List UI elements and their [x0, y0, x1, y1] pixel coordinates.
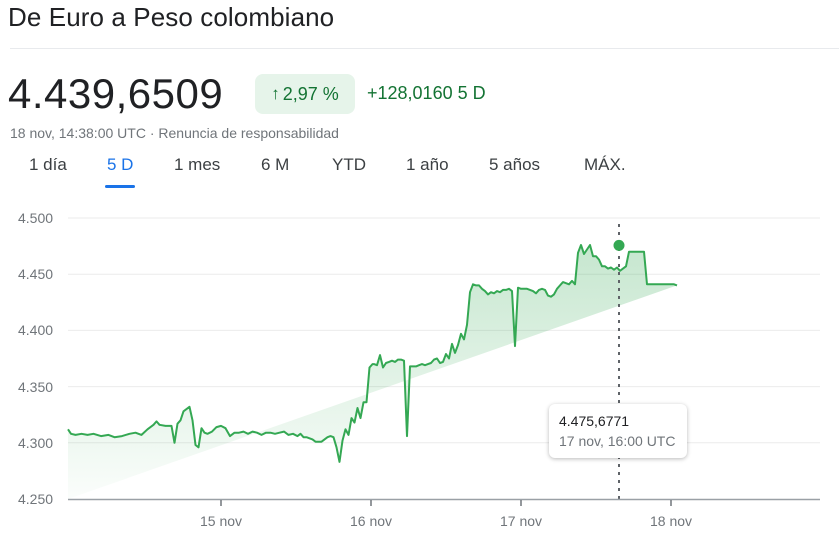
page-title: De Euro a Peso colombiano: [8, 2, 335, 32]
arrow-up-icon: ↑: [271, 84, 280, 103]
meta-separator: ·: [145, 125, 159, 141]
quote-timestamp: 18 nov, 14:38:00 UTC: [10, 125, 146, 141]
current-price: 4.439,6509: [8, 70, 224, 117]
change-percent-value: 2,97 %: [282, 83, 339, 104]
tooltip-value: 4.475,6771: [559, 413, 630, 429]
y-tick-4300: 4.300: [18, 435, 54, 451]
tooltip-date: 17 nov, 16:00 UTC: [559, 433, 676, 449]
tab-5-anos[interactable]: 5 años: [489, 155, 541, 174]
price-chart[interactable]: 4.500 4.450 4.400 4.350 4.300 4.250 15 n…: [0, 195, 839, 552]
chart-tooltip: 4.475,6771 17 nov, 16:00 UTC: [549, 404, 687, 458]
x-tick-18-nov: 18 nov: [649, 513, 693, 529]
tab-1-mes[interactable]: 1 mes: [174, 155, 221, 174]
tab-6-m[interactable]: 6 M: [261, 155, 290, 174]
x-tick-16-nov: 16 nov: [349, 513, 393, 529]
change-percent-badge: ↑ 2,97 %: [255, 74, 355, 114]
y-tick-4400: 4.400: [18, 322, 54, 338]
y-tick-4450: 4.450: [18, 266, 54, 282]
quote-meta: 18 nov, 14:38:00 UTC · Renuncia de respo…: [10, 125, 339, 141]
tab-1-ano[interactable]: 1 año: [406, 155, 449, 174]
tab-max[interactable]: MÁX.: [584, 155, 626, 174]
chart-plot[interactable]: [0, 195, 839, 552]
header-divider: [10, 48, 839, 49]
tab-5-d[interactable]: 5 D: [104, 155, 136, 188]
y-tick-4500: 4.500: [18, 210, 54, 226]
y-tick-4250: 4.250: [18, 491, 54, 507]
tab-1-dia[interactable]: 1 día: [29, 155, 67, 174]
y-tick-4350: 4.350: [18, 379, 54, 395]
tab-ytd[interactable]: YTD: [332, 155, 366, 174]
change-absolute: +128,0160 5 D: [367, 83, 486, 103]
disclaimer-link[interactable]: Renuncia de responsabilidad: [158, 125, 339, 141]
x-tick-17-nov: 17 nov: [499, 513, 543, 529]
x-tick-15-nov: 15 nov: [199, 513, 243, 529]
